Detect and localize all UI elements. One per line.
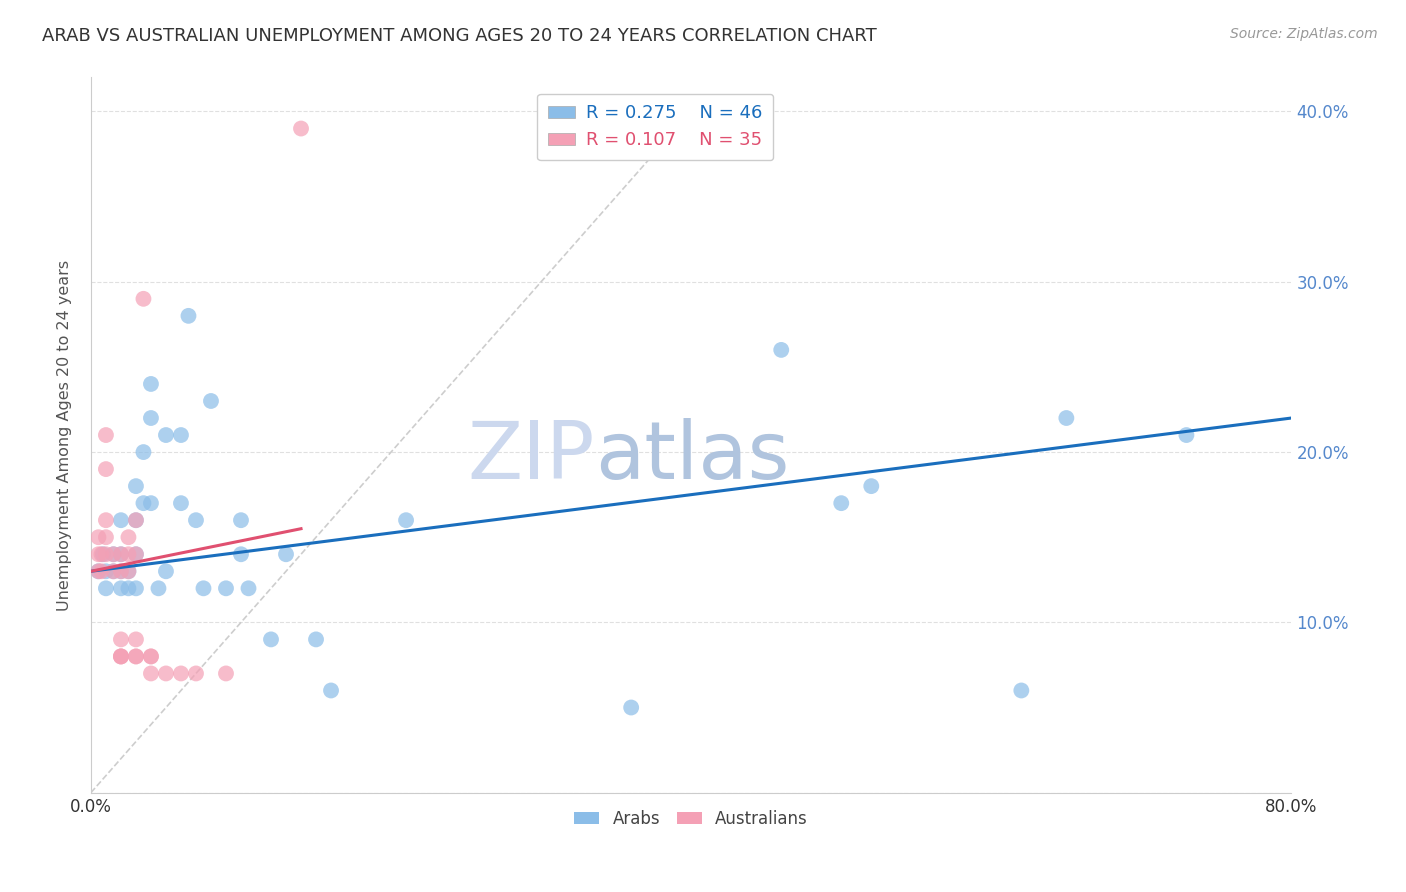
Point xyxy=(215,582,238,596)
Point xyxy=(170,428,193,442)
Point xyxy=(155,428,177,442)
Point xyxy=(229,547,252,561)
Point xyxy=(200,394,222,409)
Point xyxy=(125,479,148,493)
Point xyxy=(125,547,148,561)
Point xyxy=(103,564,125,578)
Point xyxy=(125,649,148,664)
Text: ARAB VS AUSTRALIAN UNEMPLOYMENT AMONG AGES 20 TO 24 YEARS CORRELATION CHART: ARAB VS AUSTRALIAN UNEMPLOYMENT AMONG AG… xyxy=(42,27,877,45)
Point xyxy=(87,564,110,578)
Point xyxy=(110,582,132,596)
Point xyxy=(117,530,139,544)
Point xyxy=(125,649,148,664)
Point xyxy=(238,582,260,596)
Point xyxy=(132,445,155,459)
Point xyxy=(94,462,117,476)
Point xyxy=(110,649,132,664)
Point xyxy=(125,632,148,647)
Point xyxy=(620,700,643,714)
Point xyxy=(1010,683,1032,698)
Point xyxy=(94,582,117,596)
Point xyxy=(155,564,177,578)
Text: atlas: atlas xyxy=(595,417,790,495)
Point xyxy=(148,582,170,596)
Point xyxy=(90,564,112,578)
Point xyxy=(125,547,148,561)
Point xyxy=(110,649,132,664)
Point xyxy=(184,666,207,681)
Point xyxy=(830,496,852,510)
Point xyxy=(103,547,125,561)
Point xyxy=(290,121,312,136)
Point xyxy=(395,513,418,527)
Point xyxy=(139,649,162,664)
Legend: Arabs, Australians: Arabs, Australians xyxy=(568,803,814,834)
Point xyxy=(94,428,117,442)
Point xyxy=(229,513,252,527)
Point xyxy=(94,513,117,527)
Point xyxy=(139,376,162,391)
Point xyxy=(87,564,110,578)
Point xyxy=(125,513,148,527)
Point xyxy=(155,666,177,681)
Point xyxy=(184,513,207,527)
Point xyxy=(139,649,162,664)
Point xyxy=(139,666,162,681)
Point xyxy=(91,547,114,561)
Point xyxy=(860,479,883,493)
Point xyxy=(139,496,162,510)
Point xyxy=(215,666,238,681)
Point xyxy=(305,632,328,647)
Point xyxy=(87,530,110,544)
Point xyxy=(125,513,148,527)
Point xyxy=(110,632,132,647)
Point xyxy=(110,547,132,561)
Point xyxy=(770,343,793,357)
Text: ZIP: ZIP xyxy=(468,417,595,495)
Point xyxy=(103,547,125,561)
Point xyxy=(117,564,139,578)
Point xyxy=(193,582,215,596)
Point xyxy=(110,547,132,561)
Point xyxy=(1054,411,1077,425)
Point xyxy=(132,292,155,306)
Text: Source: ZipAtlas.com: Source: ZipAtlas.com xyxy=(1230,27,1378,41)
Y-axis label: Unemployment Among Ages 20 to 24 years: Unemployment Among Ages 20 to 24 years xyxy=(58,260,72,611)
Point xyxy=(110,649,132,664)
Point xyxy=(110,564,132,578)
Point xyxy=(139,411,162,425)
Point xyxy=(1175,428,1198,442)
Point xyxy=(94,530,117,544)
Point xyxy=(94,564,117,578)
Point xyxy=(260,632,283,647)
Point xyxy=(117,564,139,578)
Point xyxy=(87,547,110,561)
Point xyxy=(319,683,342,698)
Point xyxy=(117,582,139,596)
Point xyxy=(90,547,112,561)
Point xyxy=(110,513,132,527)
Point xyxy=(117,547,139,561)
Point xyxy=(110,564,132,578)
Point xyxy=(103,564,125,578)
Point xyxy=(132,496,155,510)
Point xyxy=(170,666,193,681)
Point xyxy=(94,547,117,561)
Point xyxy=(274,547,297,561)
Point xyxy=(170,496,193,510)
Point xyxy=(177,309,200,323)
Point xyxy=(125,582,148,596)
